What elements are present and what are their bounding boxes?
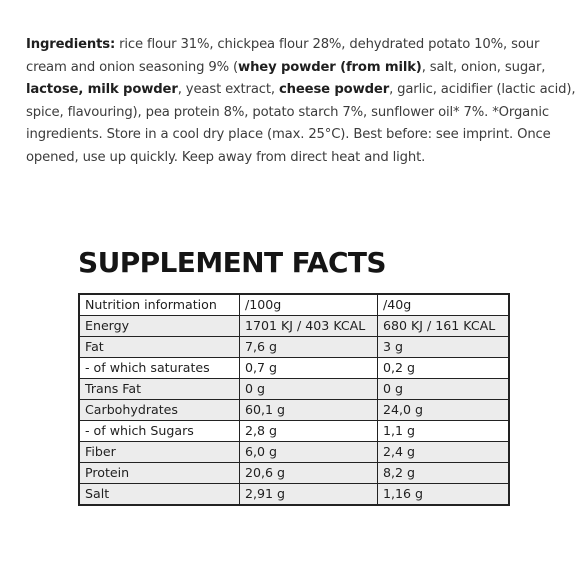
value-per-40g: 8,2 g bbox=[377, 462, 510, 484]
ingredients-text: Ingredients: rice flour 31%, chickpea fl… bbox=[26, 34, 576, 169]
ingredients-label: Ingredients: bbox=[26, 37, 116, 52]
nutrient-name: Salt bbox=[78, 483, 240, 506]
ingredients-part-4: , garlic, acidifier (lactic acid), spice… bbox=[26, 82, 576, 165]
nutrient-name: Carbohydrates bbox=[78, 399, 240, 421]
value-per-40g: 3 g bbox=[377, 336, 510, 358]
ingredients-part-1: rice flour 31%, chickpea flour 28%, dehy… bbox=[26, 37, 540, 75]
value-per-100g: 6,0 g bbox=[239, 441, 378, 463]
value-per-40g: 0,2 g bbox=[377, 357, 510, 379]
header-per-40g: /40g bbox=[377, 293, 510, 316]
table-row: - of which Sugars 2,8 g 1,1 g bbox=[78, 420, 510, 442]
table-row: Fat 7,6 g 3 g bbox=[78, 336, 510, 358]
value-per-40g: 680 KJ / 161 KCAL bbox=[377, 315, 510, 337]
value-per-40g: 1,16 g bbox=[377, 483, 510, 506]
value-per-100g: 60,1 g bbox=[239, 399, 378, 421]
ingredients-part-3: , yeast extract, bbox=[177, 82, 279, 97]
table-row: Trans Fat 0 g 0 g bbox=[78, 378, 510, 400]
nutrient-name: Trans Fat bbox=[78, 378, 240, 400]
value-per-100g: 20,6 g bbox=[239, 462, 378, 484]
allergen-lactose-milk: lactose, milk powder bbox=[26, 82, 178, 97]
value-per-40g: 24,0 g bbox=[377, 399, 510, 421]
table-header-row: Nutrition information /100g /40g bbox=[78, 293, 510, 316]
value-per-40g: 1,1 g bbox=[377, 420, 510, 442]
ingredients-part-2: , salt, onion, sugar, bbox=[421, 59, 546, 75]
value-per-40g: 2,4 g bbox=[377, 441, 510, 463]
header-nutrition-information: Nutrition information bbox=[78, 293, 240, 316]
value-per-40g: 0 g bbox=[377, 378, 510, 400]
facts-title: SUPPLEMENT FACTS bbox=[78, 246, 387, 279]
nutrient-name: - of which Sugars bbox=[78, 420, 240, 442]
value-per-100g: 7,6 g bbox=[239, 336, 378, 358]
table-row: Salt 2,91 g 1,16 g bbox=[78, 483, 510, 506]
table-row: Energy 1701 KJ / 403 KCAL 680 KJ / 161 K… bbox=[78, 315, 510, 337]
table-row: Fiber 6,0 g 2,4 g bbox=[78, 441, 510, 463]
value-per-100g: 2,8 g bbox=[239, 420, 378, 442]
table-row: Protein 20,6 g 8,2 g bbox=[78, 462, 510, 484]
nutrient-name: Fiber bbox=[78, 441, 240, 463]
table-row: - of which saturates 0,7 g 0,2 g bbox=[78, 357, 510, 379]
nutrient-name: - of which saturates bbox=[78, 357, 240, 379]
nutrient-name: Protein bbox=[78, 462, 240, 484]
allergen-whey: whey powder (from milk) bbox=[238, 59, 422, 75]
value-per-100g: 2,91 g bbox=[239, 483, 378, 506]
header-per-100g: /100g bbox=[239, 293, 378, 316]
table-row: Carbohydrates 60,1 g 24,0 g bbox=[78, 399, 510, 421]
value-per-100g: 0,7 g bbox=[239, 357, 378, 379]
nutrition-table: Nutrition information /100g /40g Energy … bbox=[78, 293, 510, 506]
nutrient-name: Fat bbox=[78, 336, 240, 358]
nutrient-name: Energy bbox=[78, 315, 240, 337]
value-per-100g: 1701 KJ / 403 KCAL bbox=[239, 315, 378, 337]
allergen-cheese: cheese powder bbox=[278, 82, 390, 97]
value-per-100g: 0 g bbox=[239, 378, 378, 400]
